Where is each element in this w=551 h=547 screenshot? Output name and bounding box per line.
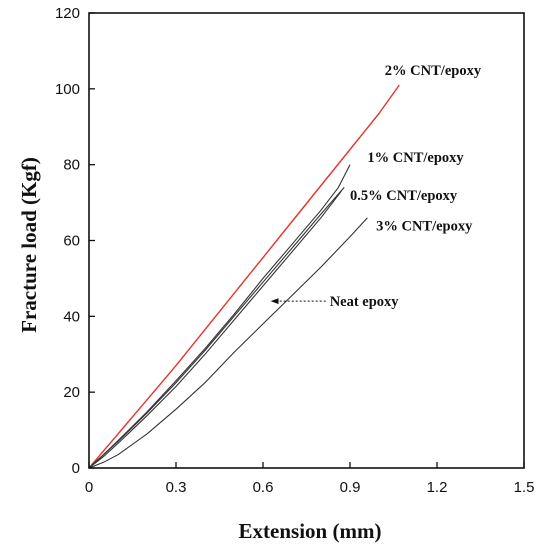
x-axis-title: Extension (mm) <box>239 519 382 543</box>
series-label-1-cnt-epoxy: 1% CNT/epoxy <box>367 150 464 166</box>
series-line-2-cnt-epoxy <box>88 84 400 469</box>
series-line-3-cnt-epoxy <box>88 217 368 469</box>
y-tick-label: 80 <box>63 157 80 174</box>
tick-layer: 0 0.3 0.6 0.9 1.2 1.5 0 20 40 60 80 100 120 <box>55 5 534 496</box>
plot-frame <box>88 12 525 469</box>
y-axis-title: Fracture load (Kgf) <box>17 157 41 333</box>
x-tick-label: 0.9 <box>340 479 361 496</box>
y-tick-label: 100 <box>55 81 80 98</box>
series-label-3-cnt-epoxy: 3% CNT/epoxy <box>376 218 473 234</box>
y-tick-label: 0 <box>72 460 80 477</box>
series-line-neat-epoxy <box>88 190 342 469</box>
series-line-0-5-cnt-epoxy <box>88 187 345 469</box>
y-tick-label: 60 <box>63 233 80 250</box>
y-tick-label: 40 <box>63 308 80 325</box>
x-tick-label: 0 <box>85 479 93 496</box>
x-tick-label: 1.2 <box>427 479 448 496</box>
x-tick-label: 0.6 <box>253 479 274 496</box>
y-tick-label: 20 <box>63 384 80 401</box>
x-tick-label: 1.5 <box>514 479 535 496</box>
y-tick-label: 120 <box>55 5 80 22</box>
series-label-0-5-cnt-epoxy: 0.5% CNT/epoxy <box>350 188 458 204</box>
x-tick-label: 0.3 <box>166 479 187 496</box>
series-label-2-cnt-epoxy: 2% CNT/epoxy <box>385 63 482 79</box>
series-label-neat-epoxy: Neat epoxy <box>330 294 400 310</box>
series-layer <box>88 84 400 469</box>
label-layer: 2% CNT/epoxy 1% CNT/epoxy 0.5% CNT/epoxy 3%… <box>270 63 482 310</box>
